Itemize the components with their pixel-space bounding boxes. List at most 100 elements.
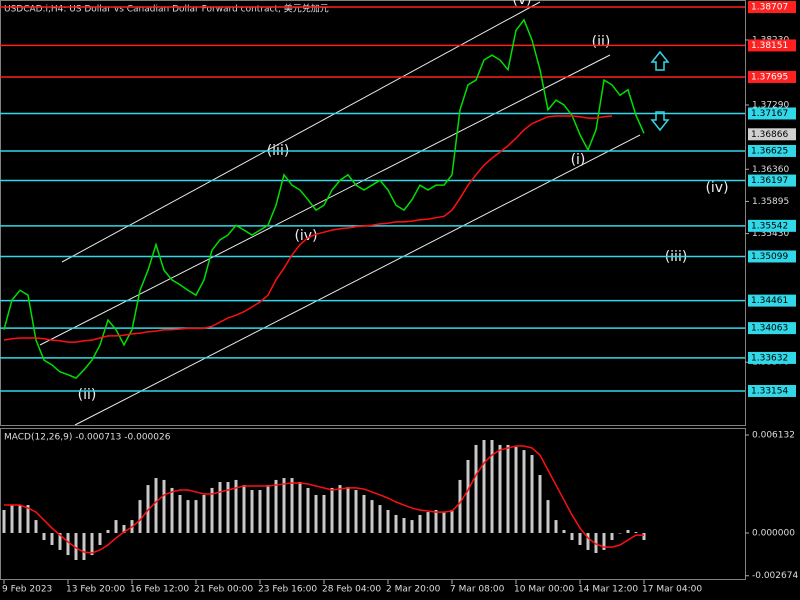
macd-bar [610, 533, 614, 541]
macd-bar [274, 479, 278, 534]
macd-bar [634, 532, 638, 534]
wave-label: (ii) [78, 387, 97, 403]
macd-bar [418, 514, 422, 534]
macd-bar [354, 490, 358, 534]
macd-bar [442, 512, 446, 534]
x-tick-label: 21 Feb 00:00 [194, 585, 253, 595]
channel-lower [74, 134, 641, 426]
macd-bar [18, 505, 22, 534]
macd-bar [474, 444, 478, 534]
macd-bar [26, 505, 30, 534]
last-price-label: 1.36866 [751, 130, 788, 140]
x-tick-label: 7 Mar 08:00 [450, 585, 505, 595]
y-tick-label: 1.35895 [752, 197, 789, 207]
macd-bar [506, 444, 510, 534]
level-box [748, 351, 796, 364]
macd-bar [410, 520, 414, 534]
x-tick-label: 9 Feb 2023 [2, 585, 52, 595]
macd-bar [50, 533, 54, 545]
wave-label: (i) [571, 152, 586, 168]
y-tick-label: 1.35430 [752, 229, 789, 239]
macd-bar [74, 533, 78, 561]
macd-bar [482, 439, 486, 534]
level-box [748, 384, 796, 397]
level-box [748, 39, 796, 52]
macd-bar [578, 533, 582, 545]
level-box [748, 0, 796, 13]
macd-bar [466, 459, 470, 534]
macd-bar [498, 444, 502, 534]
macd-bar [522, 450, 526, 534]
macd-bar [58, 533, 62, 550]
macd-bar [378, 505, 382, 534]
macd-bar [266, 485, 270, 534]
macd-bar [298, 482, 302, 534]
level-label: 1.36197 [751, 176, 788, 186]
macd-bar [162, 479, 166, 534]
x-tick-label: 10 Mar 00:00 [514, 585, 574, 595]
macd-bar [562, 529, 566, 534]
macd-bar [250, 490, 254, 534]
macd-bar [394, 514, 398, 534]
macd-bar [282, 478, 286, 534]
price-panel [0, 0, 746, 426]
macd-bar [194, 500, 198, 534]
macd-bar [138, 500, 142, 534]
macd-bar [586, 533, 590, 550]
level-label: 1.35099 [751, 252, 788, 262]
level-label: 1.38707 [751, 2, 788, 12]
x-tick-label: 23 Feb 16:00 [258, 585, 317, 595]
macd-bar [226, 482, 230, 534]
macd-title: MACD(12,26,9) -0.000713 -0.000026 [4, 433, 171, 443]
macd-panel [0, 428, 746, 580]
macd-bar [642, 533, 646, 541]
macd-bar [530, 455, 534, 534]
macd-bar [242, 485, 246, 534]
y-tick-label: -0.002674 [752, 571, 798, 581]
macd-bar [34, 520, 38, 534]
macd-bar [186, 500, 190, 534]
macd-bar [154, 478, 158, 534]
macd-bar [98, 533, 102, 545]
chart-title: USDCAD.i,H4: US Dollar vs Canadian Dolla… [4, 3, 329, 15]
level-label: 1.35542 [751, 221, 788, 231]
macd-bar [322, 494, 326, 534]
macd-bar [314, 494, 318, 534]
macd-bar [402, 517, 406, 534]
macd-bar [66, 533, 70, 556]
macd-bar [202, 494, 206, 534]
level-box [748, 107, 796, 120]
macd-bar [42, 533, 46, 541]
macd-bar [514, 447, 518, 534]
level-box [748, 174, 796, 187]
level-label: 1.33632 [751, 353, 788, 363]
y-tick-label: 1.37290 [752, 100, 789, 110]
macd-bar [258, 490, 262, 534]
macd-bar [386, 509, 390, 534]
last-price-box [748, 128, 796, 141]
x-tick-label: 16 Feb 12:00 [130, 585, 189, 595]
macd-bar [290, 478, 294, 534]
macd-bar [106, 529, 110, 534]
up-arrow [650, 50, 670, 71]
level-label: 1.37695 [751, 72, 788, 82]
x-tick-label: 2 Mar 20:00 [386, 585, 441, 595]
macd-bar [490, 439, 494, 534]
level-label: 1.34461 [751, 296, 788, 306]
level-label: 1.36625 [751, 146, 788, 156]
macd-bar [618, 533, 622, 534]
series-line [3, 18, 645, 380]
macd-bar [450, 509, 454, 534]
macd-bar [114, 520, 118, 534]
macd-bar [346, 486, 350, 534]
wave-label: (iv) [705, 180, 728, 196]
macd-bar [594, 533, 598, 553]
macd-bar [2, 509, 6, 534]
level-box [748, 219, 796, 232]
macd-bar [362, 494, 366, 534]
macd-bar [306, 487, 310, 534]
macd-bar [538, 474, 542, 534]
level-label: 1.34063 [751, 324, 788, 334]
series-line [3, 115, 613, 343]
